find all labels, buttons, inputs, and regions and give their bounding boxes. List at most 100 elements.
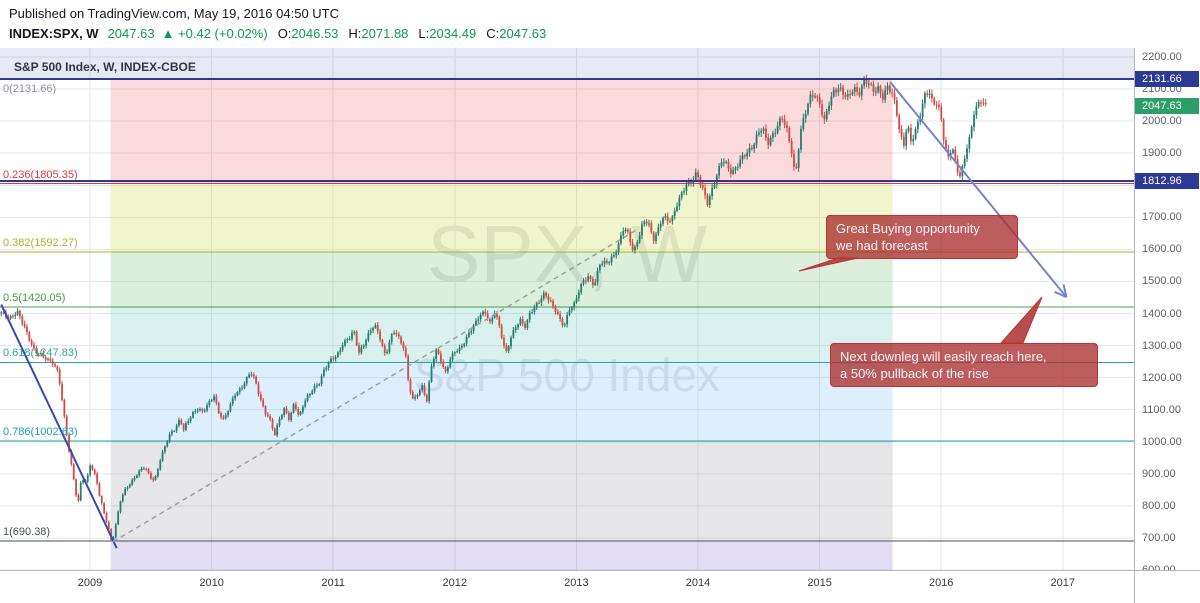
candle-body	[736, 166, 739, 168]
candle-body	[683, 191, 685, 193]
candle-body	[365, 340, 367, 346]
candle-body	[287, 412, 290, 420]
candle-body	[832, 89, 835, 97]
candle-body	[271, 419, 274, 429]
candle-body	[711, 187, 714, 197]
candle-body	[439, 353, 442, 362]
candle-body	[96, 473, 99, 484]
candle-body	[605, 260, 608, 263]
candle-body	[9, 316, 12, 319]
candle-body	[533, 307, 536, 313]
candle-body	[636, 242, 639, 247]
candle-body	[89, 465, 91, 476]
candle-body	[93, 469, 96, 474]
candle-body	[475, 320, 477, 326]
candle-body	[482, 311, 484, 315]
candle-body	[362, 345, 365, 348]
fib-band	[110, 541, 893, 570]
price-axis-label: 1100.00	[1142, 403, 1181, 416]
candle-body	[830, 96, 833, 106]
candle-body	[727, 161, 730, 169]
candle-body	[236, 392, 239, 396]
candle-body	[112, 537, 115, 541]
candle-body	[776, 125, 779, 133]
candle-body	[680, 192, 683, 198]
candle-body	[779, 118, 781, 126]
candle-body	[835, 89, 837, 93]
chart-title: S&P 500 Index, W, INDEX-CBOE	[14, 60, 196, 74]
price-axis-label: 1500.00	[1142, 275, 1182, 288]
candle-body	[561, 318, 564, 326]
candle-body	[182, 423, 185, 430]
candle-body	[309, 393, 311, 396]
callout-tail	[999, 296, 1043, 344]
time-axis-label: 2017	[1050, 577, 1076, 589]
chart-canvas[interactable]	[0, 48, 1134, 570]
candle-body	[767, 137, 770, 145]
candle-body	[566, 314, 569, 325]
candle-body	[428, 381, 431, 402]
candle-body	[63, 399, 66, 416]
candle-body	[432, 359, 435, 367]
candle-body	[669, 221, 671, 223]
candle-body	[51, 360, 54, 365]
candle-body	[608, 262, 611, 264]
candle-body	[173, 430, 176, 432]
candle-body	[105, 513, 108, 522]
close-value: 2047.63	[499, 26, 547, 41]
candle-body	[149, 473, 152, 479]
candle-body	[47, 358, 49, 360]
candle-body	[811, 94, 814, 98]
candle-body	[657, 227, 660, 235]
candle-body	[142, 468, 145, 470]
candle-body	[283, 408, 286, 416]
candle-body	[386, 352, 388, 354]
candle-body	[970, 127, 973, 138]
candle-body	[444, 367, 447, 372]
candle-body	[718, 165, 721, 176]
candle-body	[358, 345, 360, 353]
candle-body	[554, 306, 557, 312]
candle-body	[496, 313, 498, 317]
time-axis[interactable]: 2009 2010 2011 2012 2013 2014 2015 2016 2017	[0, 571, 1200, 603]
candle-body	[928, 93, 931, 95]
candle-body	[353, 331, 356, 333]
candle-body	[304, 400, 307, 407]
candle-body	[846, 94, 849, 97]
candle-body	[631, 242, 634, 251]
candle-body	[269, 416, 272, 420]
candle-body	[620, 235, 622, 244]
candle-body	[514, 327, 517, 331]
candle-body	[818, 97, 821, 105]
candle-body	[568, 310, 571, 315]
fib-level-label: 0.5(1420.05)	[3, 292, 66, 305]
candle-body	[33, 344, 35, 348]
fib-level-label: 0.236(1805.35)	[3, 168, 78, 181]
candle-body	[732, 170, 735, 174]
price-axis-label: 1000.00	[1142, 435, 1182, 448]
candle-body	[206, 405, 208, 411]
candle-body	[168, 434, 171, 442]
candle-body	[217, 402, 220, 413]
candle-body	[44, 356, 47, 360]
candle-body	[655, 234, 657, 241]
candle-body	[793, 153, 795, 167]
candle-body	[86, 475, 89, 482]
candle-body	[505, 345, 508, 351]
candle-body	[367, 332, 370, 341]
candle-body	[648, 223, 650, 225]
price-axis-divider	[1134, 48, 1135, 603]
high-label: H:	[348, 26, 362, 41]
candle-body	[82, 480, 84, 483]
candle-body	[484, 311, 487, 314]
chart-area[interactable]: SPX, W S&P 500 Index S&P 500 Index, W, I…	[0, 48, 1134, 570]
candle-body	[250, 374, 253, 376]
candle-body	[374, 325, 377, 328]
candle-body	[334, 356, 337, 360]
candle-body	[748, 147, 751, 153]
candle-body	[114, 524, 117, 538]
candle-body	[126, 487, 129, 489]
candle-body	[886, 85, 889, 91]
price-axis[interactable]: 2200.002100.002000.001900.001800.001700.…	[1135, 48, 1200, 576]
candle-body	[458, 347, 461, 351]
